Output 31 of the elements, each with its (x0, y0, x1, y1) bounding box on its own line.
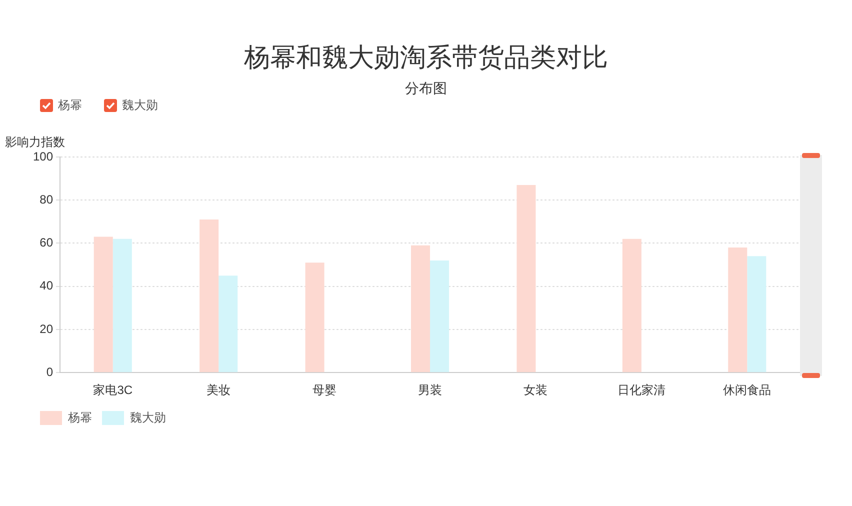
bar (728, 248, 748, 372)
y-axis-title: 影响力指数 (5, 135, 65, 150)
y-tick-label: 20 (40, 322, 54, 336)
text: 魏大勋 (122, 98, 158, 112)
y-tick-label: 60 (40, 236, 54, 250)
y-tick-label: 100 (32, 149, 54, 164)
y-tick-label: 80 (40, 192, 54, 206)
bar (218, 276, 238, 372)
bar (305, 262, 324, 372)
bar (747, 256, 766, 372)
x-tick-label: 母婴 (312, 383, 336, 398)
bar (622, 238, 642, 372)
bar (200, 220, 219, 372)
bar (516, 185, 536, 372)
y-tick-label: 0 (46, 364, 54, 379)
legend-label: 魏大勋 (130, 410, 166, 424)
x-tick-label: 美妆 (206, 383, 231, 398)
x-tick-label: 女装 (524, 383, 548, 398)
chart-title: 杨幂和魏大勋淘系带货品类对比 (243, 42, 609, 75)
x-tick-label: 休闲食品 (723, 383, 772, 398)
bar (94, 236, 113, 372)
chart-subtitle: 分布图 (404, 80, 448, 98)
x-tick-label: 家电3C (93, 383, 133, 398)
bar (430, 260, 450, 372)
text: 杨幂 (58, 98, 82, 112)
bar (410, 245, 430, 372)
y-tick-label: 40 (40, 278, 54, 293)
legend-label: 杨幂 (67, 410, 92, 424)
bar (112, 238, 132, 372)
x-tick-label: 日化家清 (617, 383, 666, 398)
x-tick-label: 男装 (418, 383, 442, 398)
